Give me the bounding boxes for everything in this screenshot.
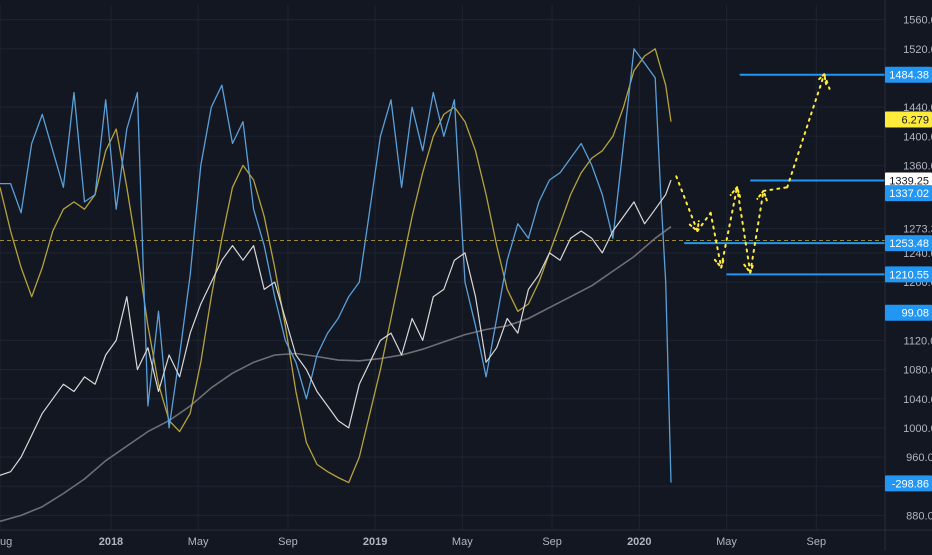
price-badge-label: 1339.25	[889, 176, 929, 188]
y-tick-label: 880.00	[906, 510, 932, 522]
projection-arrowhead	[688, 220, 700, 233]
y-tick-label: 1080.00	[903, 365, 932, 377]
x-tick-label: May	[188, 536, 209, 548]
price-badge-box	[885, 304, 932, 321]
y-tick-label: 1000.00	[903, 423, 932, 435]
y-tick-label: 1360.00	[903, 160, 932, 172]
y-tick-label: 1400.00	[903, 131, 932, 143]
price-badge-box	[885, 172, 932, 189]
price-badge-label: 1484.38	[889, 70, 929, 82]
price-badge-box	[885, 475, 932, 492]
projection-segment	[675, 175, 699, 233]
price-badge-label: -298.86	[892, 478, 929, 490]
price-badge-box	[885, 235, 932, 252]
series-line-gray	[0, 226, 672, 523]
y-tick-label: 1440.00	[903, 102, 932, 114]
x-tick-label: May	[716, 536, 737, 548]
projection-arrowhead	[729, 185, 742, 198]
grid	[0, 5, 885, 530]
projection-segment	[749, 189, 765, 274]
price-badge-box	[885, 66, 932, 83]
projection-segment	[709, 211, 723, 269]
projection-segment	[762, 186, 789, 192]
y-tick-label: 1120.00	[904, 335, 932, 347]
plot-area	[0, 48, 885, 523]
y-tick-label: 1520.00	[903, 44, 932, 56]
price-badge-label: 99.08	[901, 308, 929, 320]
series-line-blue	[0, 48, 672, 483]
y-tick-label: 960.00	[906, 452, 932, 464]
x-tick-label: ug	[0, 536, 12, 548]
x-tick-label: Sep	[807, 536, 827, 548]
price-badge-label: 6.279	[901, 114, 929, 126]
price-badge-label: 1210.55	[889, 269, 929, 281]
series-line-white	[0, 179, 672, 476]
y-tick-label: 1040.00	[903, 394, 932, 406]
series-line-gold	[0, 48, 672, 484]
x-tick-label: Sep	[278, 536, 298, 548]
price-badge-box	[885, 266, 932, 283]
y-tick-label: 1273.30	[903, 224, 932, 236]
x-tick-label: 2019	[363, 536, 387, 548]
x-tick-label: Sep	[542, 536, 562, 548]
x-tick-label: 2018	[99, 536, 123, 548]
price-badge-box	[885, 185, 932, 202]
projection-segment	[810, 73, 826, 116]
price-badge-label: 1337.02	[889, 188, 929, 200]
x-tick-label: May	[452, 536, 473, 548]
projection-arrowhead	[743, 262, 755, 275]
projection-segment	[720, 186, 739, 269]
x-tick-label: 2020	[627, 536, 651, 548]
y-tick-label: 1560.00	[903, 15, 932, 27]
projection-arrowhead	[815, 72, 828, 86]
projection-arrowhead	[756, 188, 768, 202]
projection-segment	[786, 113, 813, 189]
projection-segment	[736, 186, 752, 274]
projection-arrowhead	[713, 256, 726, 270]
price-badge-label: 1253.48	[889, 238, 929, 250]
price-badge-box	[885, 111, 932, 128]
drawing-annotations	[675, 72, 885, 276]
